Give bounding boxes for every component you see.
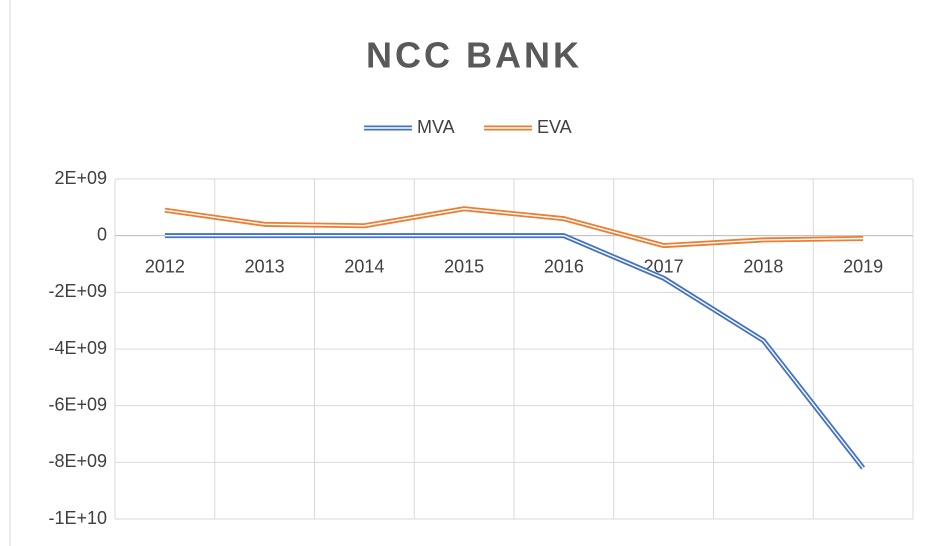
y-tick-label: 2E+09: [54, 168, 107, 188]
legend-label: EVA: [537, 117, 572, 137]
y-tick-label: 0: [97, 224, 107, 244]
y-tick-label: -6E+09: [48, 394, 107, 414]
chart-frame: [9, 0, 932, 546]
y-tick-label: -4E+09: [48, 338, 107, 358]
y-tick-label: -2E+09: [48, 281, 107, 301]
x-tick-label: 2013: [245, 256, 285, 276]
y-tick-label: -8E+09: [48, 451, 107, 471]
x-tick-label: 2019: [843, 256, 883, 276]
line-gap: [164, 234, 864, 469]
x-tick-label: 2012: [145, 256, 185, 276]
y-tick-label: -1E+10: [48, 508, 107, 528]
line-gap: [164, 208, 864, 247]
x-tick-label: 2014: [344, 256, 384, 276]
x-tick-label: 2018: [743, 256, 783, 276]
chart-title: NCC BANK: [366, 35, 582, 76]
x-tick-label: 2015: [444, 256, 484, 276]
legend-label: MVA: [417, 117, 455, 137]
x-tick-label: 2016: [544, 256, 584, 276]
